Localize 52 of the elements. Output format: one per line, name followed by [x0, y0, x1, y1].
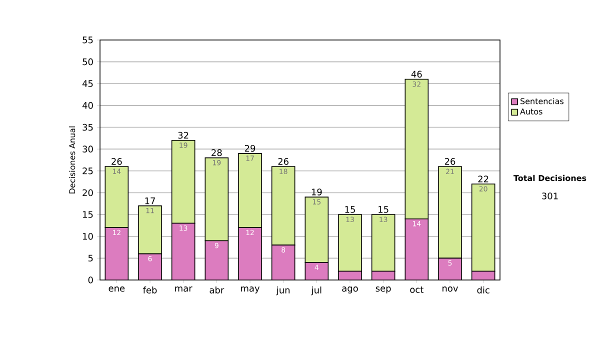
total-label: 19 [312, 188, 322, 196]
x-tick-label: jul [311, 286, 322, 296]
bar [405, 218, 428, 280]
y-tick-label: 30 [82, 146, 93, 152]
total-label: 15 [378, 206, 388, 213]
y-tick-label: 55 [82, 36, 93, 44]
legend-label: Autos [520, 108, 542, 115]
bar [438, 258, 462, 280]
y-tick-label: 5 [88, 254, 93, 262]
bar [172, 223, 195, 280]
y-tick-label: 25 [82, 167, 93, 174]
bar [238, 228, 262, 280]
total-label: 32 [178, 132, 188, 139]
bar [372, 271, 395, 280]
x-tick-label: oct [410, 286, 424, 293]
y-tick-label: 40 [82, 102, 93, 109]
y-tick-label: 10 [83, 232, 93, 240]
total-label: 17 [145, 198, 155, 204]
text: Total Decisiones [513, 174, 586, 182]
bar [471, 270, 496, 280]
x-tick-label: sep [376, 286, 391, 294]
x-tick-label: jun [276, 286, 290, 296]
bar [105, 228, 128, 280]
total-label: 26 [278, 158, 288, 165]
y-tick-label: 45 [82, 80, 93, 87]
total-label: 29 [244, 144, 256, 152]
y-tick-label: 35 [82, 124, 93, 131]
y-tick-label: 0 [88, 276, 93, 284]
x-tick-label: nov [442, 286, 458, 292]
text: 301 [542, 192, 558, 200]
bar [272, 245, 295, 280]
y-tick-label: 15 [83, 211, 93, 218]
x-tick-label: feb [143, 286, 157, 294]
y-tick-label: 50 [82, 58, 93, 66]
x-tick-label: mar [175, 286, 192, 292]
x-tick-label: may [241, 286, 260, 294]
total-label: 26 [444, 158, 456, 165]
total-label: 28 [212, 149, 222, 156]
total-label: 15 [345, 206, 355, 213]
x-tick-label: dic [477, 286, 490, 294]
x-tick-label: ene [108, 286, 125, 292]
x-tick-label: abr [210, 286, 224, 294]
y-axis-title: Decisiones Anual [68, 126, 76, 194]
bar [305, 262, 328, 280]
x-tick-label: ago [342, 286, 358, 294]
total-label: 26 [112, 158, 122, 165]
y-tick-label: 20 [82, 189, 93, 196]
total-label: 46 [411, 70, 422, 78]
total-label: 22 [478, 176, 488, 182]
legend-label: Sentencias [520, 98, 564, 104]
bar [205, 240, 228, 280]
bar [138, 254, 162, 280]
